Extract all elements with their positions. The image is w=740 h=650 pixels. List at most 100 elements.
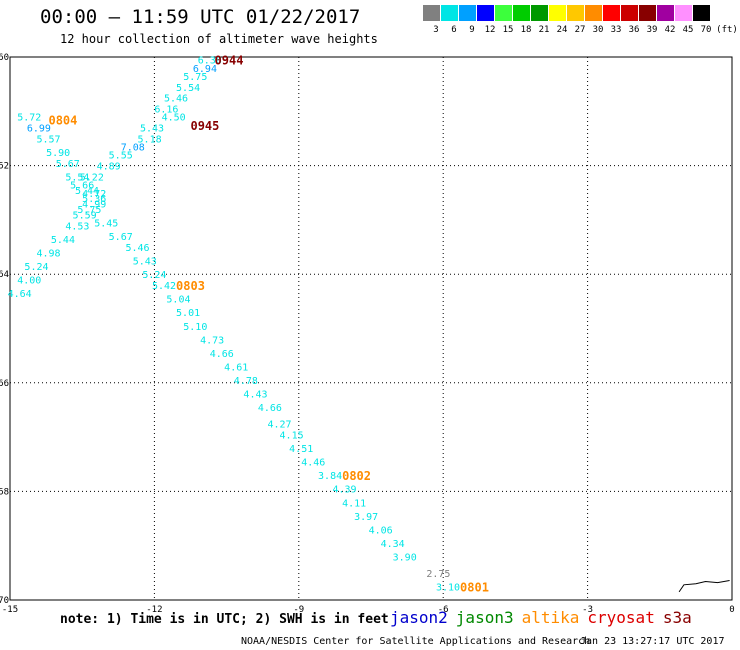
swh-value-label: 5.24 bbox=[142, 270, 166, 281]
swh-value-label: 5.59 bbox=[73, 210, 97, 221]
color-swatch bbox=[603, 5, 620, 21]
swh-value-label: 5.90 bbox=[46, 148, 70, 159]
swh-value-label: 4.00 bbox=[17, 276, 41, 287]
swh-value-label: 4.66 bbox=[210, 349, 234, 360]
color-scale-label: 45 bbox=[682, 25, 694, 35]
y-tick-label: -64 bbox=[0, 270, 9, 280]
swh-value-label: 4.78 bbox=[234, 376, 258, 387]
swh-value-label: 4.64 bbox=[8, 289, 32, 300]
swh-value-label: 6.38 bbox=[198, 56, 222, 67]
swh-value-label: 5.22 bbox=[80, 172, 104, 183]
color-scale-unit: (ft) bbox=[716, 25, 738, 35]
swh-value-label: 5.54 bbox=[176, 83, 200, 94]
swh-value-label: 3.97 bbox=[354, 512, 378, 523]
color-scale-label: 21 bbox=[538, 25, 550, 35]
color-swatch bbox=[639, 5, 656, 21]
color-scale-label: 3 bbox=[433, 25, 439, 35]
coastline-layer bbox=[678, 580, 730, 593]
color-swatch bbox=[621, 5, 638, 21]
page-title: 00:00 – 11:59 UTC 01/22/2017 bbox=[40, 6, 361, 28]
swh-value-label: 4.43 bbox=[243, 390, 267, 401]
satellite-legend: jason2 jason3 altika cryosat s3a bbox=[390, 608, 700, 627]
y-tick-label: -60 bbox=[0, 53, 9, 63]
swh-value-label: 5.24 bbox=[24, 262, 48, 273]
legend-item-jason2: jason2 bbox=[390, 608, 448, 627]
y-tick-label: -62 bbox=[0, 162, 9, 172]
color-scale-label: 24 bbox=[556, 25, 568, 35]
swh-value-label: 4.46 bbox=[301, 458, 325, 469]
color-swatch bbox=[675, 5, 692, 21]
swh-value-label: 5.67 bbox=[109, 232, 133, 243]
legend-item-cryosat: cryosat bbox=[587, 608, 655, 627]
generated-time: Jan 23 13:27:17 UTC 2017 bbox=[580, 636, 725, 647]
pass-time-label: 0944 bbox=[215, 54, 244, 68]
swh-value-label: 4.66 bbox=[258, 403, 282, 414]
swh-value-label: 4.73 bbox=[200, 335, 224, 346]
y-tick-label: -70 bbox=[0, 596, 9, 606]
x-tick-label: -6 bbox=[438, 605, 449, 615]
y-tick-label: -66 bbox=[0, 379, 9, 389]
swh-value-label: 5.57 bbox=[36, 134, 60, 145]
swh-value-label: 4.51 bbox=[289, 444, 313, 455]
page-subtitle: 12 hour collection of altimeter wave hei… bbox=[60, 32, 378, 46]
legend-item-jason3: jason3 bbox=[455, 608, 514, 627]
swh-value-label: 4.61 bbox=[224, 363, 248, 374]
color-scale-label: 9 bbox=[469, 25, 475, 35]
swh-value-label: 4.50 bbox=[162, 113, 186, 124]
color-swatch bbox=[585, 5, 602, 21]
color-scale-label: 42 bbox=[664, 25, 676, 35]
swh-value-label: 7.08 bbox=[121, 143, 145, 154]
color-scale-label: 36 bbox=[628, 25, 640, 35]
pass-time-label: 0804 bbox=[48, 113, 77, 127]
swh-value-label: 4.15 bbox=[280, 430, 304, 441]
swh-value-label: 4.53 bbox=[65, 221, 89, 232]
swh-value-label: 5.44 bbox=[51, 235, 75, 246]
axis-layer: -15 -12 -9 -6 -3 0 -60 -62 -64 -66 -68 -70 bbox=[0, 53, 735, 615]
swh-value-label: 4.98 bbox=[36, 248, 60, 259]
x-tick-label: -12 bbox=[146, 605, 162, 615]
color-swatch bbox=[495, 5, 512, 21]
color-swatch bbox=[657, 5, 674, 21]
swh-value-label: 5.36 bbox=[82, 194, 106, 205]
swh-value-label: 4.11 bbox=[342, 498, 366, 509]
swh-value-label: 4.06 bbox=[369, 525, 393, 536]
swh-value-label: 5.18 bbox=[138, 134, 162, 145]
color-swatch bbox=[441, 5, 458, 21]
credits-text: NOAA/NESDIS Center for Satellite Applica… bbox=[241, 636, 591, 647]
color-scale-label: 18 bbox=[520, 25, 532, 35]
swh-value-label: 2.75 bbox=[426, 569, 450, 580]
color-swatch bbox=[477, 5, 494, 21]
pass-time-label: 0801 bbox=[460, 580, 489, 594]
color-scale-label: 12 bbox=[484, 25, 496, 35]
legend-item-altika: altika bbox=[521, 608, 580, 627]
grid-layer bbox=[10, 57, 732, 600]
swh-value-label: 3.84 bbox=[318, 471, 342, 482]
color-swatch bbox=[549, 5, 566, 21]
note-text: note: 1) Time is in UTC; 2) SWH is in fe… bbox=[60, 612, 389, 627]
plot-frame bbox=[9, 56, 733, 601]
y-tick-label: -68 bbox=[0, 487, 9, 497]
pass-time-label: 0945 bbox=[190, 119, 219, 133]
swh-value-label: 4.39 bbox=[332, 485, 356, 496]
swh-value-label: 4.89 bbox=[97, 162, 121, 173]
color-scale-label: 30 bbox=[592, 25, 604, 35]
swh-value-label: 6.99 bbox=[27, 124, 51, 135]
swh-value-label: 5.01 bbox=[176, 308, 200, 319]
color-swatch bbox=[423, 5, 440, 21]
swh-value-label: 5.10 bbox=[183, 322, 207, 333]
color-swatch bbox=[531, 5, 548, 21]
swh-value-label: 5.43 bbox=[140, 124, 164, 135]
swh-value-label: 5.67 bbox=[56, 159, 80, 170]
coastline bbox=[678, 580, 730, 593]
color-scale-label: 27 bbox=[574, 25, 586, 35]
swh-value-label: 5.75 bbox=[183, 72, 207, 83]
swh-value-label: 5.55 bbox=[109, 151, 133, 162]
swh-value-label: 5.44 bbox=[75, 186, 99, 197]
swh-value-label: 5.75 bbox=[77, 205, 101, 216]
swh-value-label: 4.27 bbox=[267, 420, 291, 431]
color-scale-label: 15 bbox=[502, 25, 514, 35]
data-point-layer: 6.386.945.755.545.466.164.505.435.187.08… bbox=[8, 54, 489, 595]
swh-value-label: 6.94 bbox=[193, 64, 217, 75]
swh-value-label: 5.43 bbox=[133, 257, 157, 268]
